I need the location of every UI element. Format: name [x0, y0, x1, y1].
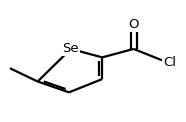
Text: Cl: Cl — [163, 56, 176, 69]
Text: O: O — [128, 18, 139, 31]
Text: Se: Se — [62, 42, 79, 55]
